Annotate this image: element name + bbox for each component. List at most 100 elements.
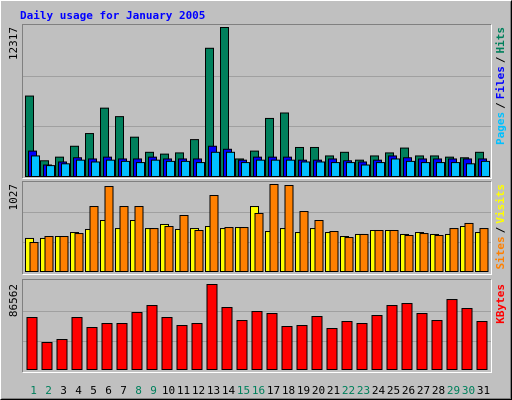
x-tick-label: 31 xyxy=(477,384,490,397)
x-tick-label: 25 xyxy=(387,384,400,397)
x-tick-label: 2 xyxy=(45,384,52,397)
bar xyxy=(106,159,115,178)
bar xyxy=(391,158,400,177)
x-tick-label: 20 xyxy=(312,384,325,397)
bar xyxy=(359,233,369,273)
bar xyxy=(479,228,489,272)
bar xyxy=(431,320,443,371)
legend: Sites / Visits xyxy=(494,184,507,270)
legend-entry: Hits xyxy=(494,27,507,54)
bar xyxy=(121,160,130,177)
x-tick-label: 30 xyxy=(462,384,475,397)
x-tick-label: 23 xyxy=(357,384,370,397)
bar xyxy=(161,317,173,370)
bar xyxy=(89,206,99,272)
y-tick-label: 86562 xyxy=(7,284,20,317)
bar xyxy=(434,234,444,273)
bar xyxy=(449,228,459,272)
bar xyxy=(194,229,204,272)
bar xyxy=(91,161,100,177)
bar xyxy=(451,162,460,177)
bar xyxy=(299,211,309,273)
bar xyxy=(376,162,385,177)
bar xyxy=(361,164,370,177)
bar xyxy=(419,233,429,273)
x-tick-label: 24 xyxy=(372,384,386,397)
bar xyxy=(224,227,234,272)
bar xyxy=(104,186,114,273)
bar xyxy=(61,163,70,178)
bar xyxy=(236,320,248,371)
legend-separator: / xyxy=(494,56,507,63)
bar xyxy=(136,162,145,177)
x-tick-label: 9 xyxy=(150,384,157,397)
bar xyxy=(466,163,475,178)
x-tick-label: 13 xyxy=(207,384,220,397)
bar xyxy=(241,162,250,177)
x-tick-label: 14 xyxy=(222,384,236,397)
bar xyxy=(41,342,53,370)
bar xyxy=(386,305,398,371)
x-tick-label: 28 xyxy=(432,384,445,397)
bar xyxy=(344,237,354,272)
bar xyxy=(254,212,264,272)
x-tick-label: 29 xyxy=(447,384,460,397)
bar xyxy=(374,229,384,272)
legend-entry: Visits xyxy=(494,184,507,224)
bar xyxy=(266,313,278,370)
bar xyxy=(56,339,68,370)
bar xyxy=(179,215,189,272)
bar xyxy=(301,161,310,177)
bar xyxy=(341,321,353,370)
bar xyxy=(46,165,55,178)
y-tick-label: 1027 xyxy=(7,184,20,211)
bar xyxy=(116,323,128,371)
bar xyxy=(59,236,69,272)
bar xyxy=(119,206,129,272)
bar xyxy=(331,162,340,177)
bar xyxy=(44,236,54,272)
bar xyxy=(416,313,428,370)
bar xyxy=(226,151,235,178)
x-tick-label: 27 xyxy=(417,384,430,397)
bar xyxy=(286,159,295,178)
bar xyxy=(131,312,143,371)
x-tick-label: 5 xyxy=(90,384,97,397)
bar xyxy=(271,159,280,178)
bar xyxy=(181,160,190,177)
bar xyxy=(221,307,233,370)
legend: Pages / Files / Hits xyxy=(494,27,507,145)
bar xyxy=(256,159,265,178)
y-tick-label: 12317 xyxy=(7,27,20,60)
bar xyxy=(209,195,219,273)
x-tick-label: 16 xyxy=(252,384,265,397)
bar xyxy=(421,162,430,177)
x-tick-label: 26 xyxy=(402,384,415,397)
chart-title: Daily usage for January 2005 xyxy=(20,9,205,22)
legend-entry: KBytes xyxy=(494,284,507,324)
bar xyxy=(76,159,85,178)
bar xyxy=(206,284,218,370)
legend-entry: Files xyxy=(494,66,507,99)
bar xyxy=(29,242,39,273)
bar xyxy=(314,220,324,272)
bar xyxy=(464,222,474,272)
legend-separator: / xyxy=(494,102,507,109)
bar xyxy=(406,160,415,177)
bar xyxy=(71,317,83,370)
bar xyxy=(404,234,414,273)
bar xyxy=(311,316,323,370)
x-tick-label: 19 xyxy=(297,384,310,397)
legend: KBytes xyxy=(494,284,507,324)
bar xyxy=(481,160,490,177)
bar xyxy=(284,185,294,272)
bar xyxy=(101,323,113,371)
bar xyxy=(371,315,383,371)
bar xyxy=(401,303,413,370)
bar xyxy=(251,311,263,371)
x-tick-label: 21 xyxy=(327,384,340,397)
bar xyxy=(86,327,98,370)
